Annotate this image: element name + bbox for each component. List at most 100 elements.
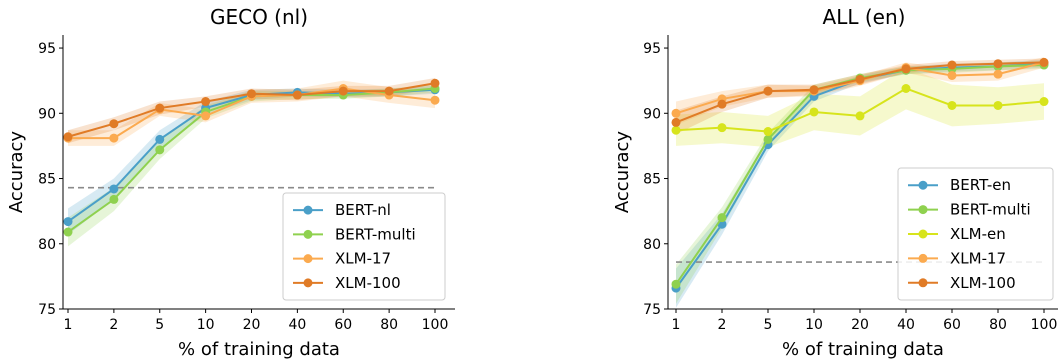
x-tick-label: 20: [243, 317, 261, 333]
legend-label: XLM-en: [950, 225, 1006, 243]
data-point: [671, 108, 681, 118]
x-tick-label: 1: [64, 317, 73, 333]
data-point: [947, 100, 957, 110]
data-point: [717, 123, 727, 133]
data-point: [63, 132, 73, 142]
legend-label: XLM-100: [950, 274, 1016, 292]
x-tick-label: 20: [851, 317, 869, 333]
data-point: [109, 184, 119, 194]
x-tick-label: 80: [380, 317, 398, 333]
legend-swatch-marker: [918, 205, 928, 215]
x-axis-label: % of training data: [782, 339, 944, 360]
x-tick-label: 5: [764, 317, 773, 333]
y-tick-label: 80: [643, 237, 661, 253]
data-point: [292, 90, 302, 100]
data-point: [63, 227, 73, 237]
data-point: [901, 64, 911, 74]
legend-swatch-marker: [303, 205, 313, 215]
legend-swatch-marker: [918, 278, 928, 288]
legend-box: [282, 192, 446, 301]
x-tick-label: 2: [718, 317, 727, 333]
legend-label: BERT-nl: [335, 201, 391, 219]
legend-label: BERT-multi: [950, 201, 1031, 219]
data-point: [1039, 57, 1049, 67]
data-point: [671, 125, 681, 135]
data-point: [109, 119, 119, 129]
data-point: [947, 70, 957, 80]
data-point: [947, 60, 957, 70]
data-point: [430, 95, 440, 105]
legend-label: BERT-multi: [335, 225, 416, 243]
legend-label: XLM-17: [335, 250, 391, 268]
legend-swatch-marker: [303, 229, 313, 239]
legend-label: XLM-100: [335, 274, 401, 292]
data-point: [993, 69, 1003, 79]
y-tick-label: 85: [38, 172, 56, 188]
data-point: [763, 86, 773, 96]
legend-swatch-marker: [303, 254, 313, 264]
data-point: [201, 111, 211, 121]
legend-label: XLM-17: [950, 249, 1006, 267]
y-tick-label: 95: [38, 41, 56, 57]
data-point: [855, 111, 865, 121]
x-tick-label: 40: [288, 317, 306, 333]
y-axis-label: Accuracy: [6, 131, 27, 214]
data-point: [763, 127, 773, 137]
y-axis-label: Accuracy: [612, 131, 633, 214]
data-point: [809, 85, 819, 95]
data-point: [247, 89, 256, 99]
x-tick-label: 80: [989, 317, 1007, 333]
data-point: [155, 145, 165, 155]
data-point: [109, 194, 119, 204]
chart-title: GECO (nl): [210, 5, 308, 29]
data-point: [855, 74, 865, 84]
y-tick-label: 85: [643, 172, 661, 188]
data-point: [901, 83, 911, 93]
data-point: [430, 78, 440, 88]
legend-label: BERT-en: [950, 176, 1011, 194]
y-tick-label: 75: [38, 302, 56, 318]
y-tick-label: 95: [643, 41, 661, 57]
data-point: [109, 133, 119, 143]
x-tick-label: 40: [897, 317, 915, 333]
legend-swatch-marker: [303, 278, 313, 288]
x-tick-label: 2: [109, 317, 118, 333]
x-tick-label: 60: [943, 317, 961, 333]
y-tick-label: 90: [643, 106, 661, 122]
legend-box: [897, 167, 1054, 301]
x-tick-label: 100: [1031, 317, 1058, 333]
y-tick-label: 90: [38, 106, 56, 122]
data-point: [384, 86, 394, 96]
x-axis-label: % of training data: [178, 339, 340, 360]
data-point: [671, 279, 681, 289]
legend-swatch-marker: [918, 229, 928, 239]
data-point: [763, 134, 773, 144]
data-point: [993, 100, 1003, 110]
chart-geco-nl: 75 80 85 90 95 1 2 5 10 20 40 60 80 100 GECO (nl) % of …: [6, 5, 455, 360]
x-tick-label: 100: [422, 317, 449, 333]
data-point: [993, 59, 1003, 69]
legend-swatch-marker: [918, 180, 928, 190]
data-point: [717, 213, 727, 223]
x-tick-label: 10: [805, 317, 823, 333]
data-point: [338, 86, 348, 96]
confidence-band: [68, 84, 435, 247]
data-point: [63, 217, 73, 227]
x-tick-label: 1: [672, 317, 681, 333]
data-point: [809, 107, 819, 117]
data-point: [155, 134, 165, 144]
legend-swatch-marker: [918, 253, 928, 263]
data-point: [1039, 97, 1049, 107]
x-tick-label: 5: [155, 317, 164, 333]
chart-title: ALL (en): [823, 5, 906, 29]
data-point: [155, 103, 165, 113]
data-point: [717, 99, 727, 109]
x-tick-label: 10: [197, 317, 215, 333]
data-point: [201, 97, 211, 107]
x-tick-label: 60: [334, 317, 352, 333]
chart-all-en: 75 80 85 90 95 1 2 5 10 20 40 60 80 100 ALL (en) % of t…: [612, 5, 1058, 360]
confidence-band: [676, 59, 1044, 308]
y-tick-label: 75: [643, 302, 661, 318]
data-point: [671, 117, 681, 127]
